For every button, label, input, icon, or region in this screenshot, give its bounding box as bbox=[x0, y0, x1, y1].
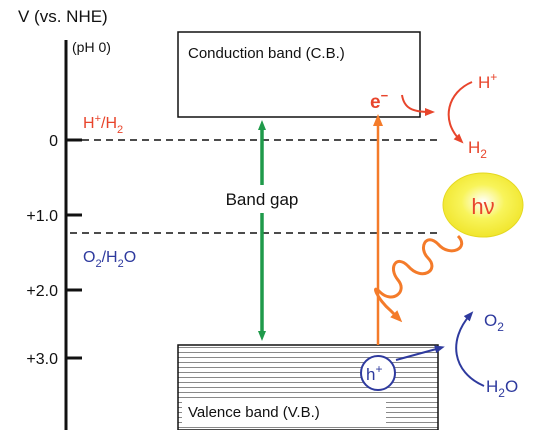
h-reduction-arrow bbox=[447, 81, 473, 144]
photon-label: hν bbox=[471, 194, 494, 219]
h2-label: H2 bbox=[468, 138, 487, 161]
conduction-band-label: Conduction band (C.B.) bbox=[188, 45, 345, 62]
h-redox-label: H+/H2 bbox=[83, 113, 123, 136]
o2-label: O2 bbox=[484, 311, 504, 334]
h2o-label: H2O bbox=[486, 377, 518, 400]
conduction-band-box bbox=[177, 31, 421, 118]
axis-title: V (vs. NHE) bbox=[18, 7, 108, 26]
hole-label: h+ bbox=[366, 362, 382, 384]
photon-sun bbox=[442, 172, 524, 238]
axis-tick-label-0: 0 bbox=[49, 133, 58, 150]
h-plus-label: H+ bbox=[478, 70, 497, 92]
axis-subtitle: (pH 0) bbox=[72, 39, 111, 55]
photon-wave-arrow bbox=[374, 234, 464, 323]
band-gap-label-bg bbox=[208, 185, 316, 213]
band-gap-label: Band gap bbox=[226, 190, 299, 209]
electron-transfer-arrow bbox=[401, 94, 435, 116]
o-redox-label: O2/H2O bbox=[83, 249, 136, 270]
axis-tick-label-3: +3.0 bbox=[26, 351, 58, 368]
electron-label: e− bbox=[370, 88, 389, 113]
axis-tick-label-1: +1.0 bbox=[26, 208, 58, 225]
valence-band-label: Valence band (V.B.) bbox=[188, 404, 320, 421]
axis-tick-label-2: +2.0 bbox=[26, 283, 58, 300]
valence-band-label-bg bbox=[182, 398, 386, 424]
hole-circle bbox=[360, 355, 396, 391]
water-oxidation-arrow bbox=[455, 311, 485, 387]
hole-transfer-arrow bbox=[395, 345, 445, 361]
